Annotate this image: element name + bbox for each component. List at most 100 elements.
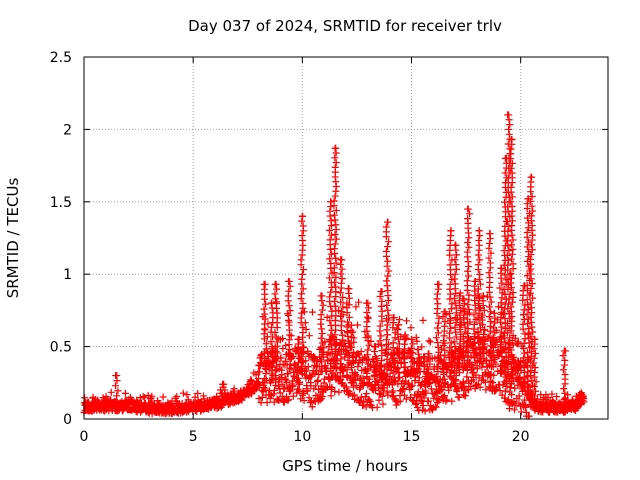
data-point-peak: [376, 292, 384, 300]
data-point-peak: [528, 280, 536, 288]
data-point-peak: [220, 380, 228, 388]
data-point-peak: [528, 193, 536, 201]
data-point-peak: [326, 255, 334, 263]
data-point-peak: [421, 363, 429, 371]
data-point-peak: [476, 280, 484, 288]
data-point-peak: [299, 358, 307, 366]
data-point-peak: [441, 375, 449, 383]
data-point-peak: [365, 341, 373, 349]
data-point-peak: [267, 338, 275, 346]
data-point: [287, 387, 295, 395]
data-point-peak: [394, 321, 402, 329]
data-point-peak: [349, 328, 357, 336]
data-point-peak: [409, 349, 417, 357]
data-point-peak: [508, 255, 516, 263]
data-point-peak: [347, 364, 355, 372]
data-point: [341, 353, 349, 361]
data-point: [258, 393, 266, 401]
data-point-peak: [385, 267, 393, 275]
data-point-peak: [327, 250, 335, 258]
data-point-peak: [298, 232, 306, 240]
data-point-peak: [576, 390, 584, 398]
data-point-peak: [451, 343, 459, 351]
data-point: [422, 389, 430, 397]
data-point: [316, 396, 324, 404]
data-point-peak: [440, 308, 448, 316]
data-point-peak: [272, 333, 280, 341]
data-point-peak: [343, 366, 351, 374]
data-point-peak: [471, 359, 479, 367]
data-point-peak: [485, 313, 493, 321]
data-point-peak: [330, 197, 338, 205]
data-point-peak: [509, 356, 517, 364]
data-point: [230, 385, 238, 393]
data-point-peak: [456, 359, 464, 367]
data-point-peak: [364, 332, 372, 340]
data-point-peak: [456, 340, 464, 348]
data-point-peak: [378, 297, 386, 305]
data-point: [426, 338, 434, 346]
data-point-peak: [299, 266, 307, 274]
data-point-peak: [505, 125, 513, 133]
data-point-peak: [382, 223, 390, 231]
data-point: [501, 387, 509, 395]
data-point-peak: [383, 301, 391, 309]
data-point: [308, 308, 316, 316]
data-point-peak: [384, 243, 392, 251]
data-point-peak: [498, 279, 506, 287]
data-point-peak: [475, 295, 483, 303]
data-point-peak: [262, 300, 270, 308]
y-tick-label: 1: [63, 267, 72, 283]
data-point-peak: [478, 311, 486, 319]
data-point-peak: [339, 293, 347, 301]
data-point-peak: [486, 361, 494, 369]
data-point-peak: [297, 256, 305, 264]
data-point-peak: [529, 231, 537, 239]
data-point-peak: [503, 319, 511, 327]
data-point-peak: [460, 295, 468, 303]
data-point: [383, 387, 391, 395]
data-point-peak: [384, 257, 392, 265]
data-point-peak: [317, 344, 325, 352]
data-point: [306, 398, 314, 406]
data-point-peak: [434, 329, 442, 337]
data-point: [448, 397, 456, 405]
data-point-peak: [486, 230, 494, 238]
data-point-peak: [332, 273, 340, 281]
data-point-peak: [527, 299, 535, 307]
x-tick-label: 20: [512, 429, 530, 445]
data-point-peak: [447, 290, 455, 298]
data-point: [396, 397, 404, 405]
data-point: [107, 388, 115, 396]
data-point: [139, 393, 147, 401]
data-point: [335, 388, 343, 396]
data-point-peak: [459, 304, 467, 312]
plot-frame: [83, 56, 609, 420]
data-point-peak: [466, 210, 474, 218]
data-point-peak: [390, 354, 398, 362]
data-point-peak: [432, 334, 440, 342]
data-point-peak: [531, 350, 539, 358]
data-point-peak: [527, 333, 535, 341]
data-point-peak: [402, 372, 410, 380]
data-point-peak: [485, 244, 493, 252]
data-point-peak: [498, 323, 506, 331]
data-point-peak: [451, 270, 459, 278]
x-tick-label: 10: [293, 429, 311, 445]
data-point-peak: [507, 198, 515, 206]
data-point-peak: [497, 264, 505, 272]
data-point-peak: [507, 284, 515, 292]
data-point-peak: [490, 353, 498, 361]
data-point-peak: [446, 329, 454, 337]
data-point: [400, 385, 408, 393]
data-point-peak: [447, 349, 455, 357]
data-point: [362, 403, 370, 411]
data-point-peak: [476, 270, 484, 278]
data-point-peak: [479, 359, 487, 367]
data-point-peak: [299, 285, 307, 293]
y-tick-label: 0.5: [50, 340, 72, 356]
data-point: [173, 392, 181, 400]
data-point-peak: [343, 299, 351, 307]
data-point-peak: [446, 295, 454, 303]
data-point-peak: [504, 227, 512, 235]
